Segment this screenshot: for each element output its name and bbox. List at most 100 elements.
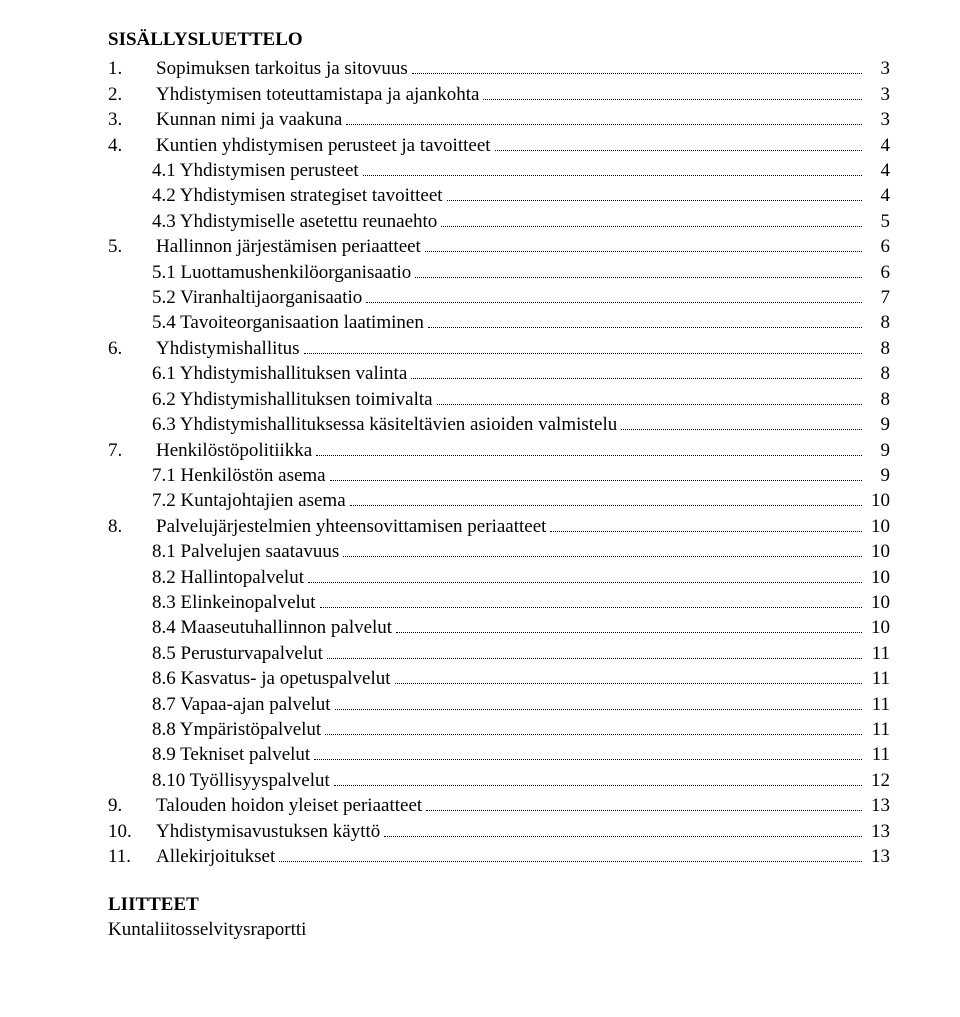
toc-leader-dots [396,615,862,633]
toc-entry: 5.4 Tavoiteorganisaation laatiminen 8 [108,310,890,335]
toc-entry-page: 11 [866,642,890,666]
toc-leader-dots [425,234,862,252]
table-of-contents: 1.Sopimuksen tarkoitus ja sitovuus32.Yhd… [108,56,890,869]
toc-entry: 7.Henkilöstöpolitiikka9 [108,437,890,462]
toc-entry-label: 4.1 Yhdistymisen perusteet [152,159,359,183]
toc-entry-label: 5.2 Viranhaltijaorganisaatio [152,286,362,310]
toc-entry: 7.2 Kuntajohtajien asema10 [108,488,890,513]
toc-entry-label: Yhdistymishallitus [156,337,300,361]
toc-entry-number: 10. [108,820,156,844]
toc-leader-dots [411,361,862,379]
toc-entry-page: 10 [866,616,890,640]
toc-entry-number: 7. [108,439,156,463]
toc-entry: 8.1 Palvelujen saatavuus 10 [108,539,890,564]
toc-entry-label: Hallinnon järjestämisen periaatteet [156,235,421,259]
toc-entry-page: 11 [866,743,890,767]
toc-entry: 8.4 Maaseutuhallinnon palvelut10 [108,615,890,640]
toc-leader-dots [426,793,862,811]
toc-leader-dots [343,539,862,557]
toc-entry: 10.Yhdistymisavustuksen käyttö13 [108,819,890,844]
toc-leader-dots [415,260,862,278]
toc-leader-dots [316,437,862,455]
toc-leader-dots [330,463,862,481]
attachments-section: LIITTEET Kuntaliitosselvitysraportti [108,893,890,942]
toc-entry: 6.2 Yhdistymishallituksen toimivalta 8 [108,387,890,412]
toc-entry-label: 6.2 Yhdistymishallituksen toimivalta [152,388,433,412]
toc-entry: 5.1 Luottamushenkilöorganisaatio 6 [108,260,890,285]
toc-entry-page: 13 [866,845,890,869]
toc-entry: 4.1 Yhdistymisen perusteet 4 [108,158,890,183]
toc-entry-label: 8.8 Ympäristöpalvelut [152,718,321,742]
toc-entry-number: 2. [108,83,156,107]
toc-entry-number: 6. [108,337,156,361]
toc-entry-page: 3 [866,108,890,132]
toc-entry-page: 12 [866,769,890,793]
toc-entry: 6.3 Yhdistymishallituksessa käsiteltävie… [108,412,890,437]
toc-entry-label: 8.1 Palvelujen saatavuus [152,540,339,564]
toc-leader-dots [304,336,862,354]
toc-entry-page: 9 [866,413,890,437]
toc-entry: 6.1 Yhdistymishallituksen valinta8 [108,361,890,386]
toc-leader-dots [495,133,862,151]
attachments-item: Kuntaliitosselvitysraportti [108,918,890,942]
toc-entry-label: 6.1 Yhdistymishallituksen valinta [152,362,407,386]
toc-leader-dots [621,412,862,430]
toc-entry-page: 7 [866,286,890,310]
toc-entry-number: 5. [108,235,156,259]
toc-entry: 9.Talouden hoidon yleiset periaatteet 13 [108,793,890,818]
toc-entry-page: 13 [866,794,890,818]
toc-entry-label: 8.2 Hallintopalvelut [152,566,304,590]
toc-entry-label: 8.10 Työllisyyspalvelut [152,769,330,793]
toc-entry-page: 6 [866,261,890,285]
toc-entry-number: 9. [108,794,156,818]
toc-entry-label: 8.3 Elinkeinopalvelut [152,591,316,615]
toc-leader-dots [308,564,862,582]
toc-entry-page: 11 [866,718,890,742]
toc-entry-number: 3. [108,108,156,132]
toc-entry-number: 8. [108,515,156,539]
toc-entry-page: 10 [866,515,890,539]
toc-entry-page: 3 [866,83,890,107]
toc-entry-page: 11 [866,667,890,691]
toc-entry-label: 8.6 Kasvatus- ja opetuspalvelut [152,667,391,691]
toc-entry-label: 4.3 Yhdistymiselle asetettu reunaehto [152,210,437,234]
toc-entry-page: 9 [866,464,890,488]
toc-leader-dots [334,768,862,786]
toc-entry-label: 7.2 Kuntajohtajien asema [152,489,346,513]
toc-entry-page: 8 [866,311,890,335]
toc-entry-label: Kunnan nimi ja vaakuna [156,108,342,132]
toc-entry-page: 8 [866,388,890,412]
toc-entry-label: Talouden hoidon yleiset periaatteet [156,794,422,818]
toc-entry-label: 8.5 Perusturvapalvelut [152,642,323,666]
toc-entry: 3.Kunnan nimi ja vaakuna 3 [108,107,890,132]
toc-leader-dots [447,183,862,201]
toc-entry-label: Allekirjoitukset [156,845,275,869]
toc-leader-dots [428,310,862,328]
toc-entry-label: 5.1 Luottamushenkilöorganisaatio [152,261,411,285]
toc-entry: 8.7 Vapaa-ajan palvelut 11 [108,691,890,716]
toc-entry-page: 13 [866,820,890,844]
toc-leader-dots [412,56,862,74]
toc-entry-label: 8.7 Vapaa-ajan palvelut [152,693,331,717]
toc-leader-dots [350,488,862,506]
toc-entry-number: 11. [108,845,156,869]
toc-entry-number: 1. [108,57,156,81]
toc-entry-label: Palvelujärjestelmien yhteensovittamisen … [156,515,546,539]
toc-entry-label: 4.2 Yhdistymisen strategiset tavoitteet [152,184,443,208]
toc-entry-page: 4 [866,159,890,183]
toc-leader-dots [366,285,862,303]
toc-leader-dots [325,717,862,735]
toc-entry: 8.8 Ympäristöpalvelut 11 [108,717,890,742]
toc-entry-label: Yhdistymisen toteuttamistapa ja ajankoht… [156,83,479,107]
toc-entry-page: 10 [866,540,890,564]
toc-title: SISÄLLYSLUETTELO [108,28,890,52]
toc-entry-page: 11 [866,693,890,717]
toc-entry-label: 5.4 Tavoiteorganisaation laatiminen [152,311,424,335]
toc-entry: 2.Yhdistymisen toteuttamistapa ja ajanko… [108,82,890,107]
toc-leader-dots [346,107,862,125]
toc-entry-label: Sopimuksen tarkoitus ja sitovuus [156,57,408,81]
toc-entry-page: 8 [866,337,890,361]
toc-entry-label: 7.1 Henkilöstön asema [152,464,326,488]
document-page: SISÄLLYSLUETTELO 1.Sopimuksen tarkoitus … [0,0,960,1017]
toc-leader-dots [335,691,863,709]
